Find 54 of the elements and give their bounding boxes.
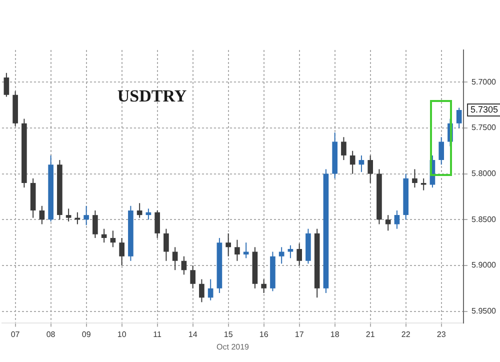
y-tick-label: 5.7500: [472, 123, 497, 132]
y-tick-label: 5.8500: [472, 214, 497, 224]
candlestick: [341, 136, 346, 161]
candlestick: [456, 107, 462, 128]
text: USDTRY: [117, 86, 187, 106]
candlestick: [438, 136, 444, 166]
candlestick: [101, 228, 107, 244]
candlestick: [172, 246, 178, 271]
candlestick: [394, 210, 400, 230]
x-tick-label: 09: [82, 330, 92, 339]
x-tick-label: 17: [294, 330, 304, 339]
candlestick: [190, 264, 196, 289]
candlestick: [385, 214, 391, 232]
candlestick: [66, 208, 72, 222]
y-tick-label: 5.8000: [472, 168, 497, 178]
candlestick: [164, 228, 169, 262]
candlestick: [296, 242, 302, 266]
candlestick: [92, 210, 98, 238]
x-tick-label: 15: [224, 330, 234, 339]
x-axis-title: Oct 2019: [216, 342, 250, 352]
x-tick-label: 11: [153, 330, 162, 339]
x-tick-label: 07: [10, 330, 20, 339]
candlestick: [199, 278, 204, 303]
candlestick: [420, 178, 426, 191]
candlestick: [110, 230, 116, 248]
candlestick: [136, 202, 142, 218]
candlestick: [278, 246, 284, 264]
candlestick: [84, 205, 89, 226]
x-tick-label: 18: [330, 330, 340, 339]
candlestick: [368, 154, 373, 184]
x-tick-label: 23: [436, 330, 446, 339]
text: 5.7305: [470, 104, 498, 115]
y-tick-label: 5.9500: [472, 306, 497, 316]
candlestick: [234, 239, 240, 262]
candlestick: [154, 210, 160, 238]
x-tick-label: 22: [401, 330, 411, 339]
candlestick: [261, 278, 266, 294]
candlestick: [412, 168, 418, 188]
candlestick: [358, 154, 364, 172]
y-tick-label: 5.9000: [472, 260, 497, 270]
candlestick: [208, 278, 214, 301]
x-tick-label: 16: [259, 330, 269, 339]
x-tick-label: 14: [188, 330, 198, 339]
candlestick: [181, 256, 187, 276]
y-tick-label: 5.7000: [472, 77, 497, 86]
candlestick: [4, 72, 10, 98]
candlestick: [39, 205, 45, 225]
x-tick-label: 10: [117, 330, 127, 339]
candlestick: [226, 232, 231, 257]
candlestick: [243, 242, 249, 259]
candlestick: [350, 150, 356, 174]
candlestick: [119, 237, 124, 266]
x-tick-label: 08: [46, 330, 56, 339]
x-tick-label: 21: [366, 330, 376, 339]
